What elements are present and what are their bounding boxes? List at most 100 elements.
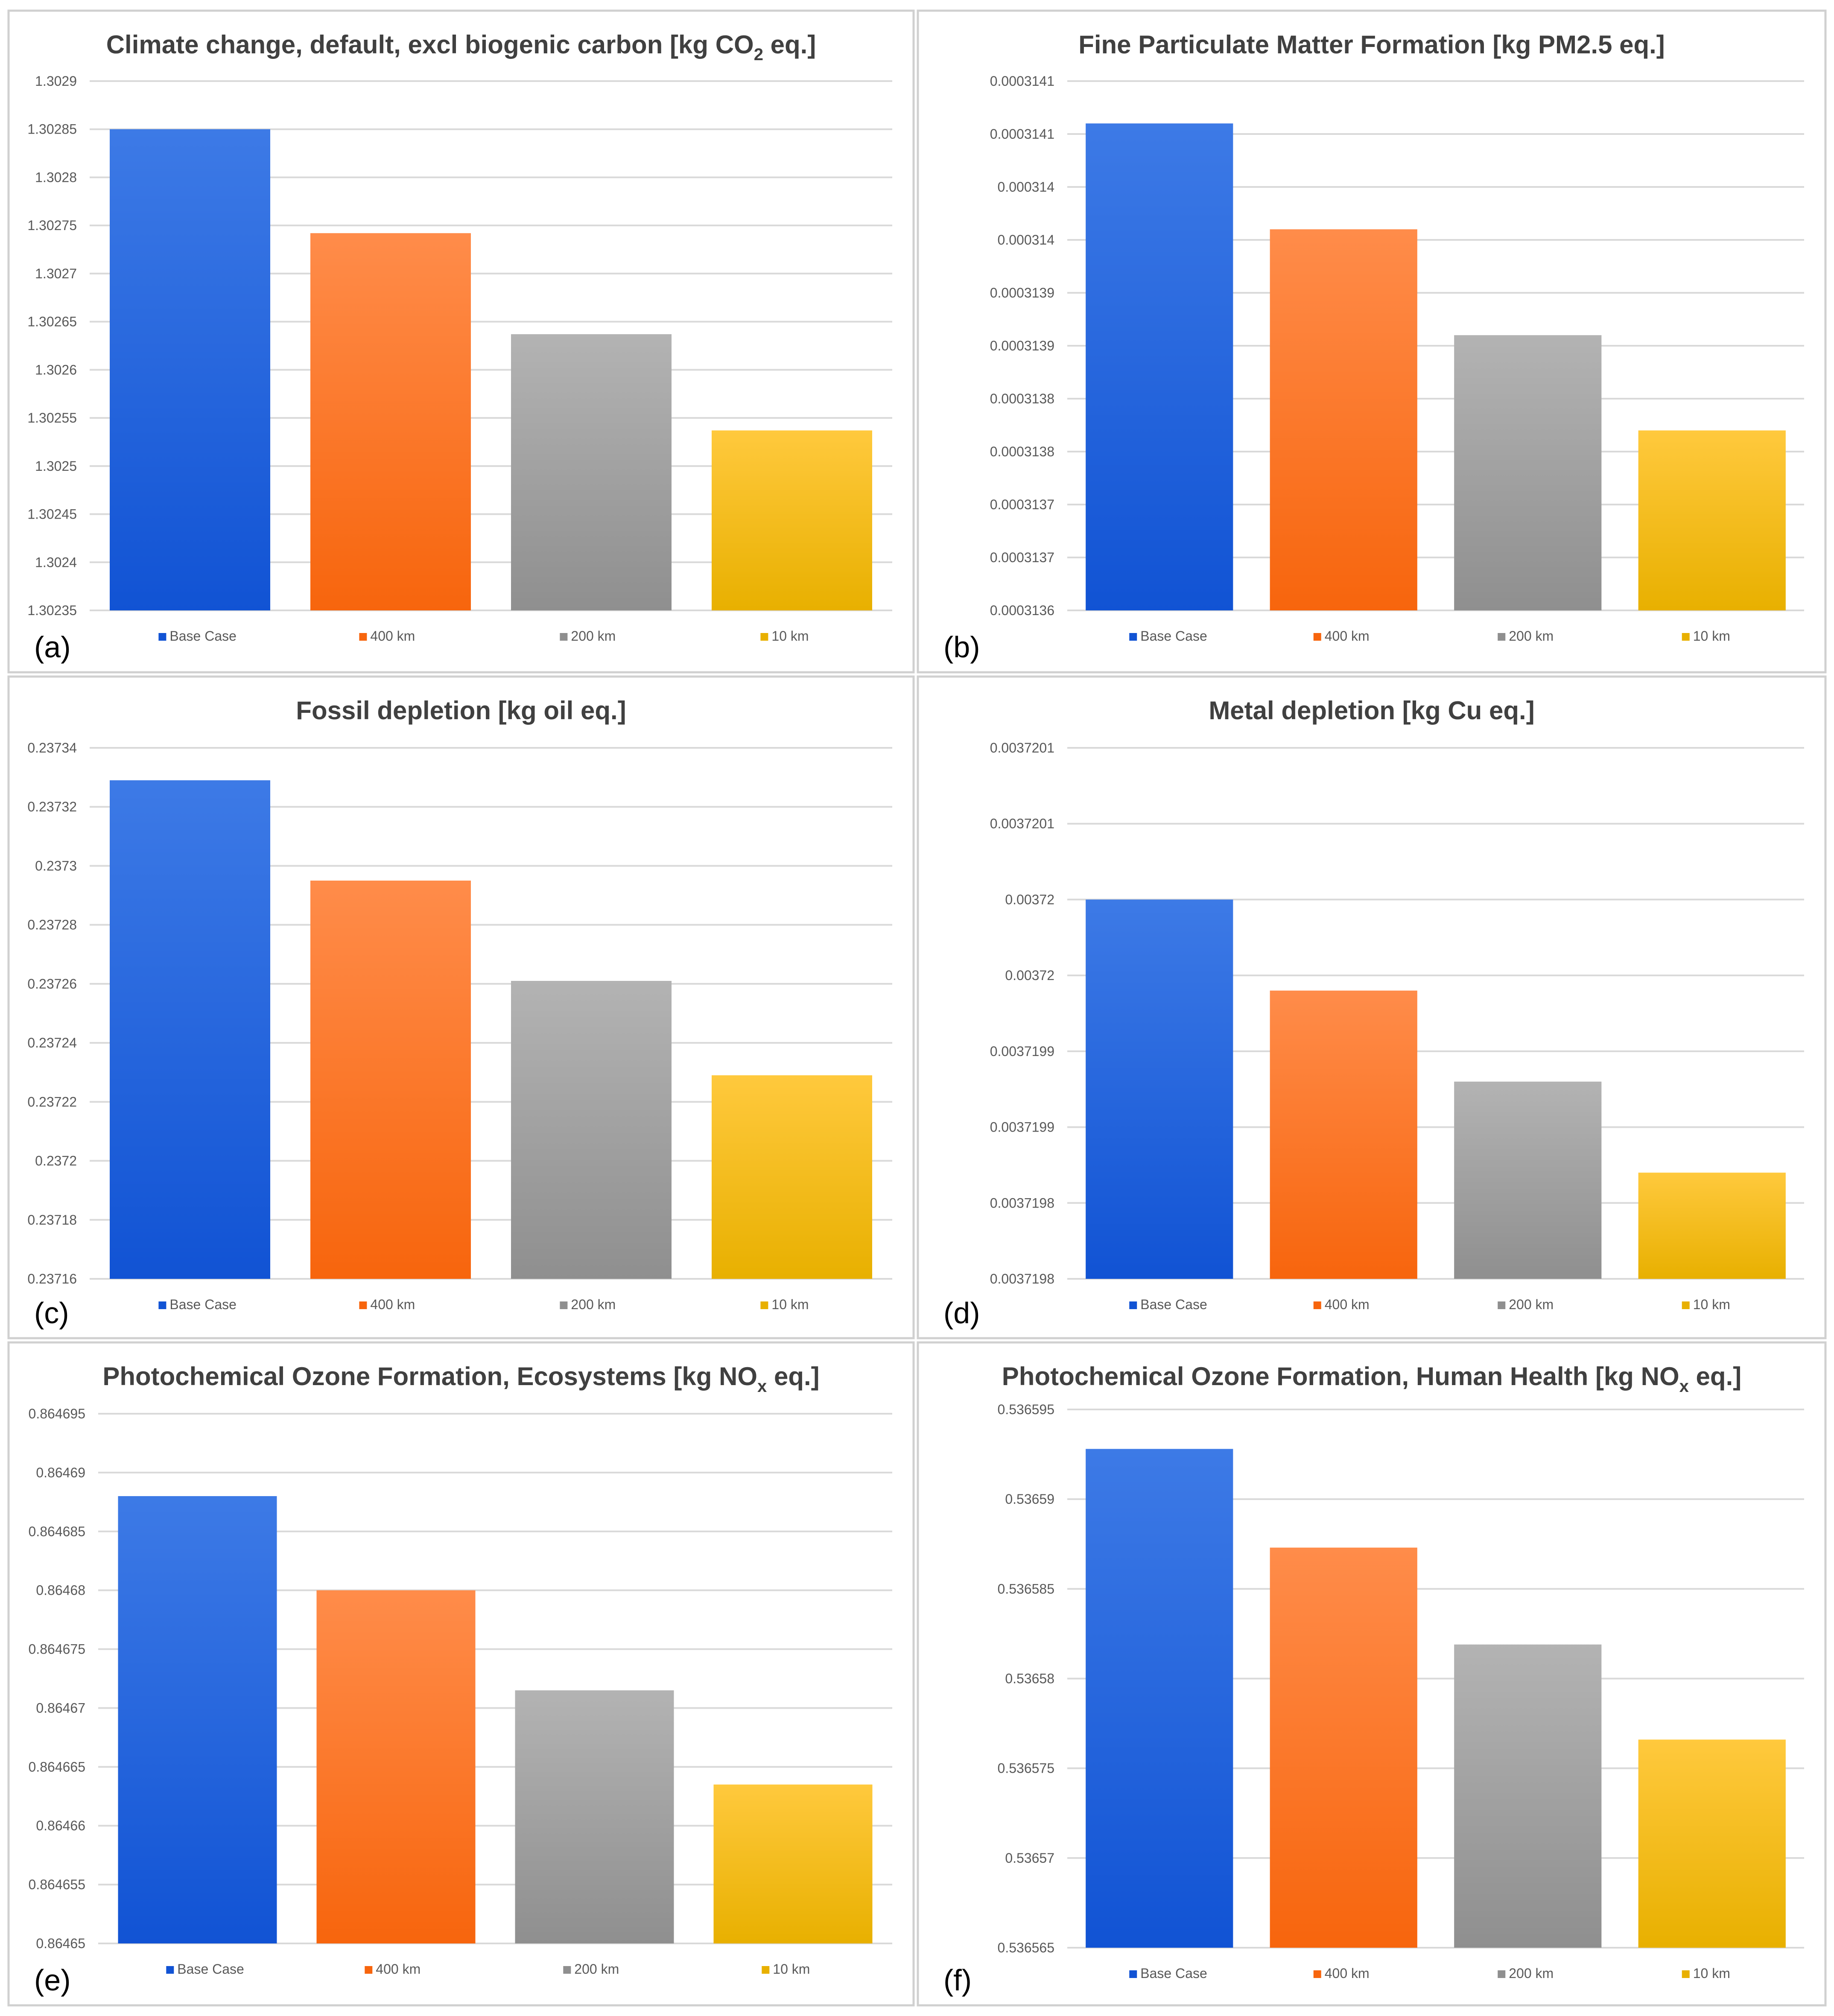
legend-swatch <box>1682 1970 1690 1978</box>
y-tick-label: 0.86469 <box>36 1465 85 1480</box>
bar-400-km <box>316 1590 476 1943</box>
y-tick-label: 0.0003138 <box>990 444 1054 459</box>
legend-swatch <box>560 1301 568 1309</box>
y-tick-label: 1.30285 <box>27 122 77 137</box>
y-tick-label: 0.0037198 <box>990 1271 1054 1287</box>
y-tick-label: 0.0003137 <box>990 497 1054 512</box>
legend-swatch <box>1129 633 1137 641</box>
y-tick-label: 0.864695 <box>29 1406 85 1421</box>
y-tick-label: 0.536565 <box>998 1940 1054 1955</box>
bar-200-km <box>1454 335 1602 610</box>
y-tick-label: 1.3026 <box>35 362 77 377</box>
y-tick-label: 0.23732 <box>27 799 77 814</box>
legend-swatch <box>762 1966 770 1974</box>
y-tick-label: 1.3025 <box>35 458 77 474</box>
legend-swatch <box>1313 1970 1321 1978</box>
legend-label: Base Case <box>1140 628 1207 644</box>
legend-label: 400 km <box>370 1297 415 1312</box>
legend-swatch <box>359 1301 367 1309</box>
legend-label: 200 km <box>571 628 616 644</box>
legend-label: Base Case <box>1140 1966 1207 1981</box>
bar-base-case <box>1086 1449 1233 1948</box>
legend-swatch <box>1682 633 1690 641</box>
y-tick-label: 1.30275 <box>27 218 77 233</box>
y-tick-label: 0.23724 <box>27 1035 77 1050</box>
y-tick-label: 0.86467 <box>36 1700 85 1715</box>
y-tick-label: 0.00372 <box>1005 892 1054 907</box>
bar-200-km <box>511 334 672 610</box>
chart-title: Metal depletion [kg Cu eq.] <box>1209 696 1534 725</box>
legend-label: 200 km <box>571 1297 616 1312</box>
legend-label: 200 km <box>574 1961 619 1977</box>
panel-label: (e) <box>34 1963 71 1997</box>
legend-swatch <box>563 1966 571 1974</box>
y-tick-label: 0.23716 <box>27 1271 77 1287</box>
y-tick-label: 1.30235 <box>27 603 77 618</box>
bar-base-case <box>1086 899 1233 1279</box>
y-tick-label: 0.0003137 <box>990 550 1054 565</box>
bar-400-km <box>1270 1547 1417 1948</box>
bar-200-km <box>515 1690 674 1943</box>
y-tick-label: 0.86465 <box>36 1936 85 1951</box>
legend-label: 200 km <box>1509 628 1554 644</box>
legend-label: 400 km <box>1325 628 1370 644</box>
y-tick-label: 0.23722 <box>27 1094 77 1109</box>
legend-label: Base Case <box>177 1961 244 1977</box>
legend-swatch <box>158 633 166 641</box>
y-tick-label: 0.0003136 <box>990 603 1054 618</box>
y-tick-label: 0.0037199 <box>990 1044 1054 1059</box>
bar-400-km <box>1270 229 1417 610</box>
legend-swatch <box>158 1301 166 1309</box>
legend-swatch <box>1682 1301 1690 1309</box>
bar-base-case <box>110 129 270 610</box>
y-tick-label: 0.86466 <box>36 1818 85 1833</box>
y-tick-label: 0.23726 <box>27 976 77 992</box>
bar-400-km <box>310 233 471 610</box>
legend-swatch <box>1313 633 1321 641</box>
bar-base-case <box>110 780 270 1279</box>
chart-panel-6: Photochemical Ozone Formation, Human Hea… <box>917 1341 1827 2007</box>
chart-title: Fine Particulate Matter Formation [kg PM… <box>1078 30 1665 59</box>
chart-title: Fossil depletion [kg oil eq.] <box>296 696 626 725</box>
bar-200-km <box>511 980 672 1279</box>
legend-swatch <box>166 1966 174 1974</box>
y-tick-label: 0.2373 <box>35 858 77 873</box>
y-tick-label: 1.3028 <box>35 169 77 185</box>
bar-200-km <box>1454 1081 1602 1279</box>
panel-label: (c) <box>34 1296 69 1330</box>
y-tick-label: 0.0003141 <box>990 126 1054 142</box>
bar-10-km <box>1638 1739 1786 1948</box>
chart-title: Photochemical Ozone Formation, Human Hea… <box>1002 1362 1741 1396</box>
bar-400-km <box>310 881 471 1279</box>
y-tick-label: 1.3024 <box>35 554 77 570</box>
y-tick-label: 0.23718 <box>27 1212 77 1228</box>
legend-label: 400 km <box>1325 1297 1370 1312</box>
bar-200-km <box>1454 1644 1602 1948</box>
legend-swatch <box>560 633 568 641</box>
y-tick-label: 0.000314 <box>998 232 1054 248</box>
y-tick-label: 0.86468 <box>36 1583 85 1598</box>
legend-label: 10 km <box>771 628 809 644</box>
chart-title: Photochemical Ozone Formation, Ecosystem… <box>102 1362 819 1396</box>
chart-panel-2: Fine Particulate Matter Formation [kg PM… <box>917 9 1827 674</box>
y-tick-label: 0.23734 <box>27 740 77 756</box>
legend-label: 200 km <box>1509 1297 1554 1312</box>
y-tick-label: 0.0037201 <box>990 816 1054 831</box>
bar-base-case <box>118 1496 277 1943</box>
y-tick-label: 1.30265 <box>27 314 77 330</box>
bar-10-km <box>713 1784 873 1943</box>
legend-swatch <box>1129 1301 1137 1309</box>
legend-label: Base Case <box>1140 1297 1207 1312</box>
y-tick-label: 0.000314 <box>998 179 1054 195</box>
legend-swatch <box>365 1966 373 1974</box>
y-tick-label: 0.0037199 <box>990 1120 1054 1135</box>
bar-10-km <box>1638 1173 1786 1279</box>
legend-swatch <box>1498 1301 1506 1309</box>
y-tick-label: 0.0003141 <box>990 73 1054 89</box>
legend-swatch <box>1498 1970 1506 1978</box>
legend-swatch <box>760 633 768 641</box>
bar-10-km <box>712 430 872 610</box>
y-tick-label: 0.864655 <box>29 1877 85 1892</box>
y-tick-label: 0.0037198 <box>990 1195 1054 1211</box>
chart-panel-3: Fossil depletion [kg oil eq.] 0.23734 0.23… <box>7 675 915 1339</box>
